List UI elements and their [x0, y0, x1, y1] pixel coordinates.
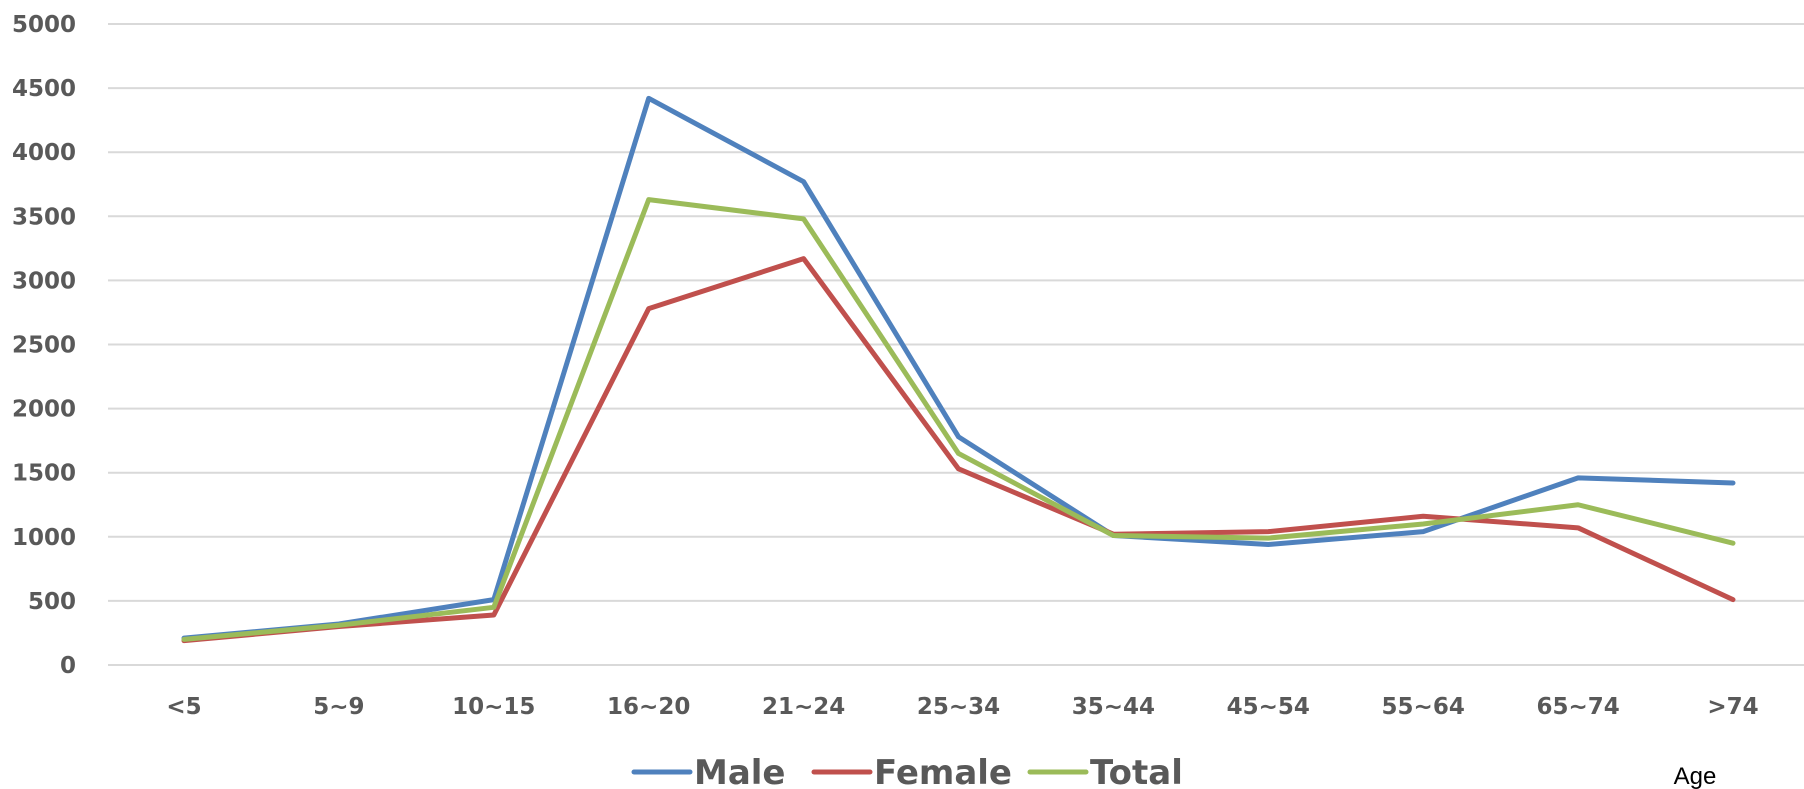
y-tick-label: 3500	[12, 204, 76, 230]
y-tick-label: 5000	[12, 12, 76, 38]
x-tick-label: 16~20	[607, 694, 690, 720]
x-tick-label: 55~64	[1382, 694, 1465, 720]
y-tick-label: 2500	[12, 333, 76, 359]
legend-label-total: Total	[1090, 753, 1183, 789]
y-tick-label: 3000	[12, 268, 76, 294]
x-tick-label: 45~54	[1227, 694, 1310, 720]
legend-label-female: Female	[874, 753, 1012, 789]
x-tick-label: 21~24	[762, 694, 845, 720]
y-tick-label: 4500	[12, 76, 76, 102]
x-tick-label: <5	[166, 694, 201, 720]
x-tick-label: 25~34	[917, 694, 1000, 720]
y-tick-label: 500	[28, 589, 76, 615]
legend-label-male: Male	[694, 753, 786, 789]
y-tick-label: 0	[60, 653, 76, 679]
y-tick-label: 4000	[12, 140, 76, 166]
x-tick-label: >74	[1707, 694, 1758, 720]
x-tick-label: 65~74	[1536, 694, 1619, 720]
y-axis-tick-labels: 0 500 1000 1500 2000 2500 3000 3500 4000 4500 5000	[12, 12, 76, 679]
series-line-total	[181, 197, 1736, 642]
x-axis-tick-labels: <5 5~9 10~15 16~20 21~24 25~34 35~44 45~54 55~64…	[166, 694, 1758, 720]
x-tick-label: 5~9	[313, 694, 364, 720]
legend: Male Female Total	[631, 753, 1183, 789]
y-tick-label: 1000	[12, 525, 76, 551]
y-tick-label: 2000	[12, 397, 76, 423]
x-axis-title: Age	[1674, 763, 1717, 789]
series-line-male	[181, 95, 1736, 641]
gridlines	[108, 23, 1804, 666]
series-lines	[181, 95, 1736, 644]
x-tick-label: 10~15	[452, 694, 535, 720]
x-tick-label: 35~44	[1072, 694, 1155, 720]
y-tick-label: 1500	[12, 461, 76, 487]
